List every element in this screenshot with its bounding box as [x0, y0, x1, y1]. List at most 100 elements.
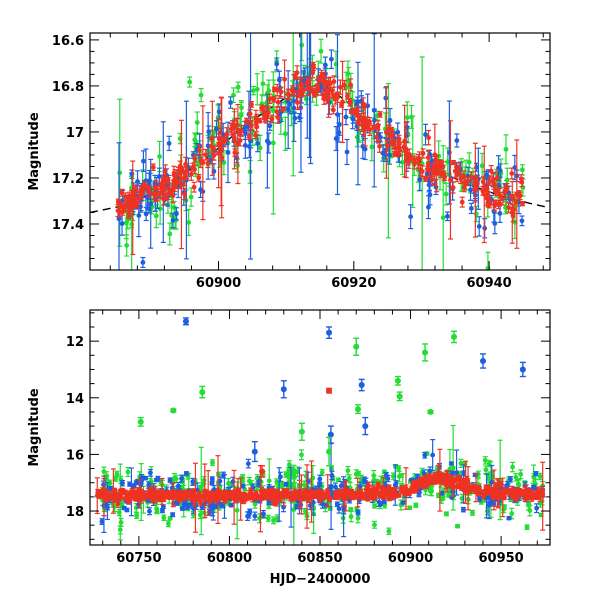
data-point — [205, 160, 211, 166]
data-point — [262, 111, 268, 117]
data-point — [143, 475, 148, 481]
data-point — [228, 502, 234, 508]
data-point — [455, 523, 460, 529]
data-point — [504, 177, 510, 183]
data-point — [170, 218, 176, 223]
data-point — [506, 205, 511, 210]
data-point — [497, 211, 503, 216]
data-point — [346, 475, 352, 481]
data-point — [489, 479, 495, 485]
data-point — [235, 141, 241, 147]
data-point — [330, 107, 336, 113]
data-point — [234, 122, 240, 128]
y-tick-label: 17.4 — [52, 218, 84, 233]
data-point — [267, 123, 273, 129]
data-point — [206, 129, 212, 135]
data-point — [473, 178, 479, 184]
data-point — [257, 145, 263, 151]
data-point — [151, 191, 157, 197]
data-point — [460, 507, 466, 513]
data-point — [371, 124, 377, 130]
data-point — [319, 470, 325, 475]
data-point — [146, 190, 152, 196]
data-point — [350, 116, 356, 121]
data-point — [377, 143, 382, 149]
data-point — [336, 506, 342, 512]
data-point — [520, 201, 525, 207]
data-point — [326, 4, 331, 9]
data-point — [246, 144, 252, 149]
data-point — [271, 518, 276, 523]
data-point — [384, 143, 390, 148]
data-point — [124, 243, 130, 248]
data-point — [443, 191, 449, 197]
data-point — [291, 98, 297, 104]
data-point — [448, 177, 453, 183]
data-point — [483, 467, 489, 473]
data-point — [249, 102, 254, 107]
data-point — [466, 159, 472, 165]
data-point — [135, 179, 140, 184]
data-point — [209, 476, 215, 482]
data-point — [107, 480, 113, 486]
data-point — [289, 88, 295, 94]
data-point — [115, 199, 121, 205]
data-point — [473, 211, 479, 217]
data-point — [506, 515, 512, 521]
data-point — [295, 100, 300, 105]
data-point — [315, 83, 321, 88]
data-point — [134, 513, 140, 518]
data-point — [196, 162, 201, 168]
data-point — [148, 201, 154, 207]
data-point — [276, 77, 282, 83]
data-point — [347, 100, 353, 106]
data-point — [477, 496, 482, 502]
data-point — [494, 175, 500, 181]
data-point — [127, 197, 133, 203]
data-point — [355, 100, 360, 105]
x-tick-label: 60920 — [331, 276, 376, 291]
data-point — [275, 115, 281, 121]
data-point — [494, 189, 500, 194]
data-point — [267, 96, 273, 102]
data-point — [237, 138, 243, 143]
data-point — [232, 150, 238, 155]
data-point — [222, 137, 227, 142]
data-point — [142, 182, 147, 188]
data-point — [406, 159, 412, 165]
data-point — [116, 510, 122, 515]
data-point — [328, 81, 333, 86]
data-point — [337, 84, 343, 90]
data-point — [232, 136, 237, 142]
data-point — [196, 147, 202, 153]
data-point — [257, 515, 262, 521]
data-point — [123, 202, 129, 207]
data-point — [377, 112, 383, 117]
data-point — [354, 108, 360, 113]
data-point — [129, 221, 135, 227]
data-point — [386, 128, 392, 134]
data-point — [476, 224, 482, 229]
data-point — [217, 478, 223, 484]
data-point — [515, 481, 521, 487]
data-point — [355, 510, 361, 515]
data-point — [286, 462, 292, 467]
data-point — [433, 157, 439, 163]
bottom-panel: 60750 60800 60850 60900 6095012141618Magnitu… — [27, 309, 551, 587]
data-point — [459, 199, 465, 205]
data-point — [348, 506, 354, 512]
data-point — [310, 62, 316, 68]
data-point — [214, 126, 219, 132]
data-point — [184, 470, 189, 476]
data-point — [274, 61, 280, 67]
data-point — [427, 192, 433, 198]
data-point — [485, 198, 491, 204]
data-point — [162, 168, 168, 174]
data-point — [519, 218, 525, 224]
data-point — [448, 461, 454, 466]
data-point — [390, 473, 396, 479]
data-point — [245, 461, 251, 467]
data-point — [208, 143, 214, 149]
data-point — [260, 81, 266, 87]
data-point — [484, 186, 490, 192]
